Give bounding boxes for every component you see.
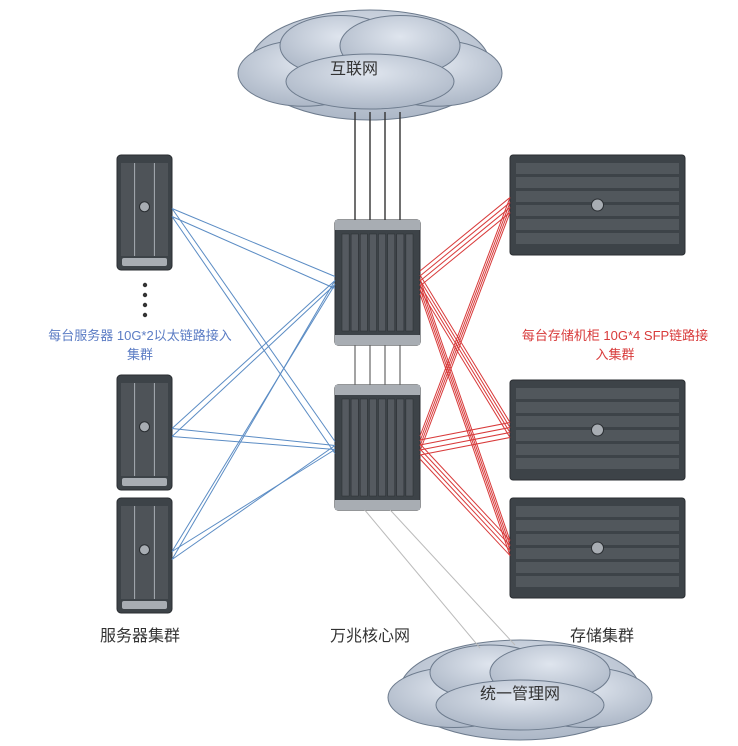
server-2 — [117, 498, 172, 613]
storage-2 — [510, 498, 685, 598]
server-link — [172, 209, 335, 277]
server-0 — [117, 155, 172, 270]
ellipsis-dot — [143, 283, 147, 287]
cloud-management-label: 统一管理网 — [480, 680, 560, 704]
server-link — [172, 281, 335, 560]
storage-0 — [510, 155, 685, 255]
server-cluster-label: 服务器集群 — [100, 622, 180, 646]
server-link — [172, 450, 335, 552]
storage-link — [420, 433, 510, 451]
core-switch-1 — [335, 385, 420, 510]
core-network-label: 万兆核心网 — [330, 622, 410, 646]
storage-link — [420, 438, 510, 456]
server-link — [172, 446, 335, 560]
storage-note: 每台存储机柜 10G*4 SFP链路接 入集群 — [490, 325, 738, 363]
storage-link — [420, 444, 510, 541]
ellipsis-dot — [143, 303, 147, 307]
storage-cluster-label: 存储集群 — [570, 622, 634, 646]
server-1 — [117, 375, 172, 490]
ellipsis-dot — [143, 313, 147, 317]
core-switch-0 — [335, 220, 420, 345]
ellipsis-dot — [143, 293, 147, 297]
cloud-internet-label: 互联网 — [330, 55, 378, 79]
storage-link — [420, 449, 510, 546]
server-note: 每台服务器 10G*2以太链路接入 集群 — [10, 325, 270, 363]
storage-link — [420, 428, 510, 446]
storage-1 — [510, 380, 685, 480]
